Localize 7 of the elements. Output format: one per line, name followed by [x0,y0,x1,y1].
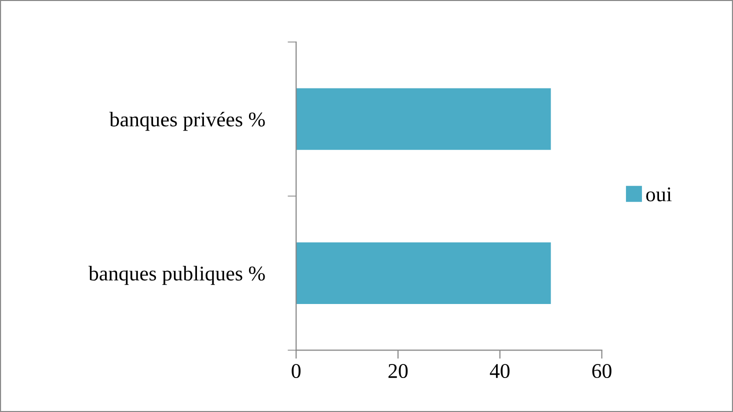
x-tick-label: 0 [292,364,301,378]
y-tick-label: banques privées % [109,112,265,131]
x-tick-label: 60 [592,364,612,378]
legend-label: oui [646,187,672,202]
y-tick-label: banques publiques % [88,266,265,285]
x-tick-label: 20 [388,364,408,378]
x-tick-label: 40 [490,364,510,378]
